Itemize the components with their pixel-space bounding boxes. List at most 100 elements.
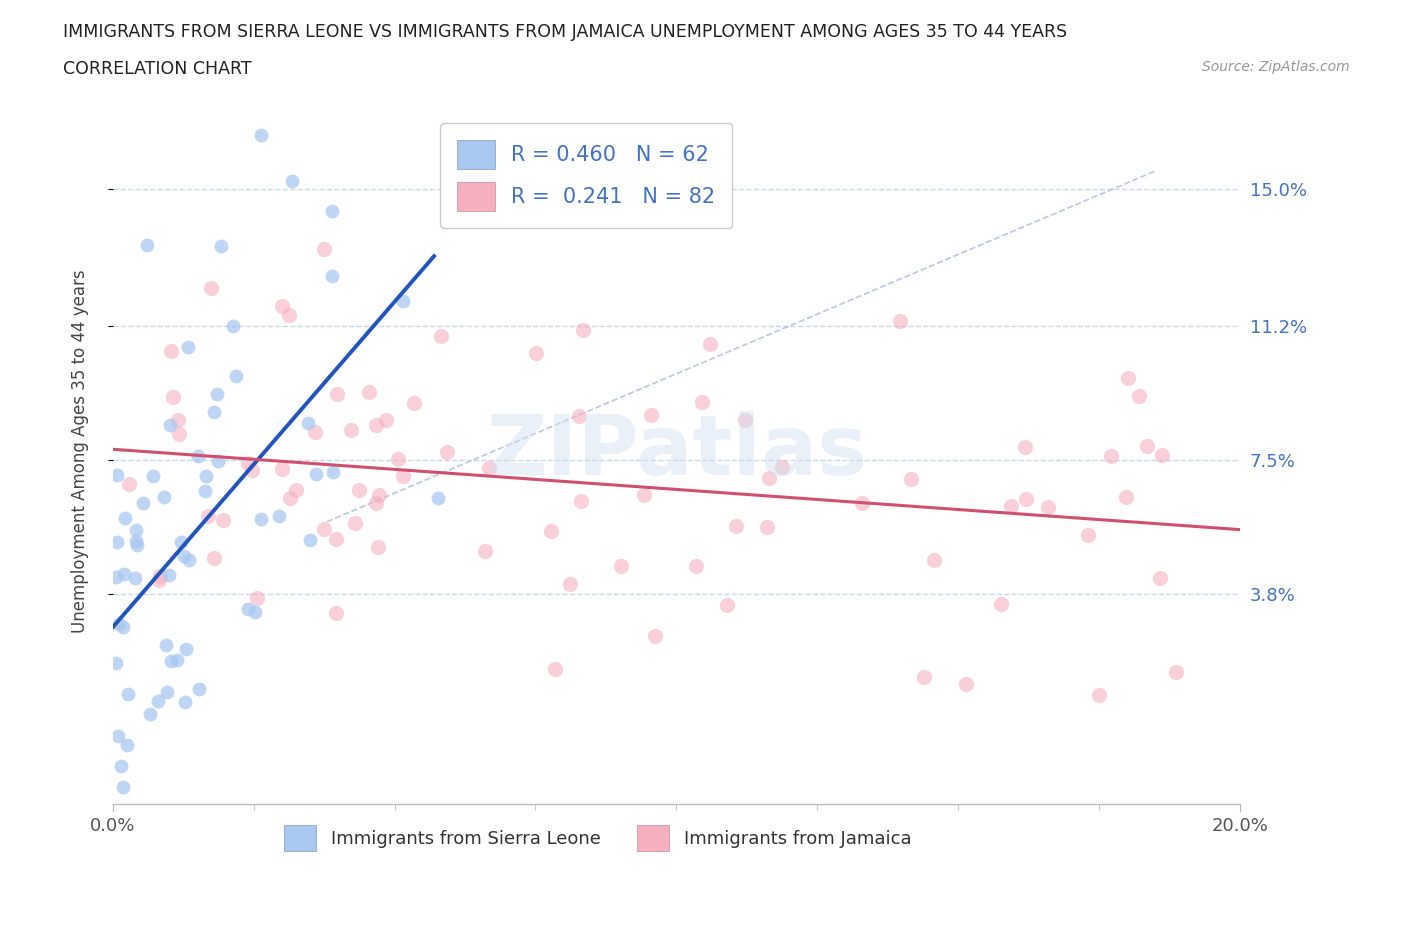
Point: [1136, 438, 1159, 453]
Point: [436, 444, 458, 458]
Point: [367, 539, 389, 554]
Point: [236, 602, 259, 617]
Point: [249, 127, 271, 142]
Point: [1164, 665, 1187, 680]
Point: [207, 453, 229, 468]
Point: [430, 328, 453, 343]
Point: [148, 572, 170, 587]
Point: [105, 656, 128, 671]
Point: [271, 299, 294, 313]
Point: [325, 605, 347, 620]
Point: [734, 413, 756, 428]
Point: [187, 449, 209, 464]
Point: [222, 318, 245, 333]
Point: [250, 512, 273, 526]
Point: [571, 323, 593, 338]
Point: [225, 368, 247, 383]
Point: [167, 413, 190, 428]
Point: [305, 467, 328, 482]
Point: [391, 468, 413, 483]
Point: [1087, 688, 1109, 703]
Point: [724, 518, 747, 533]
Point: [340, 423, 363, 438]
Point: [105, 535, 128, 550]
Point: [236, 456, 259, 471]
Point: [155, 637, 177, 652]
Point: [304, 424, 326, 439]
Point: [325, 387, 347, 402]
Point: [404, 395, 426, 410]
Point: [1000, 498, 1022, 513]
Point: [204, 551, 226, 565]
Point: [298, 533, 321, 548]
Point: [387, 452, 409, 467]
Point: [368, 487, 391, 502]
Point: [160, 343, 183, 358]
Point: [716, 598, 738, 613]
Point: [357, 385, 380, 400]
Point: [115, 737, 138, 752]
Point: [162, 390, 184, 405]
Text: IMMIGRANTS FROM SIERRA LEONE VS IMMIGRANTS FROM JAMAICA UNEMPLOYMENT AMONG AGES : IMMIGRANTS FROM SIERRA LEONE VS IMMIGRAN…: [63, 23, 1067, 41]
Legend: Immigrants from Sierra Leone, Immigrants from Jamaica: Immigrants from Sierra Leone, Immigrants…: [277, 818, 918, 858]
Point: [107, 728, 129, 743]
Point: [107, 617, 129, 631]
Point: [478, 460, 501, 475]
Point: [325, 531, 347, 546]
Point: [544, 661, 567, 676]
Point: [1036, 499, 1059, 514]
Point: [297, 415, 319, 430]
Point: [900, 472, 922, 486]
Point: [156, 684, 179, 699]
Point: [758, 471, 780, 485]
Point: [540, 524, 562, 538]
Point: [240, 463, 263, 478]
Point: [117, 687, 139, 702]
Point: [278, 490, 301, 505]
Point: [159, 654, 181, 669]
Point: [138, 707, 160, 722]
Point: [125, 523, 148, 538]
Point: [1150, 447, 1173, 462]
Point: [166, 653, 188, 668]
Point: [149, 568, 172, 583]
Point: [124, 571, 146, 586]
Point: [1099, 448, 1122, 463]
Point: [610, 559, 633, 574]
Point: [125, 534, 148, 549]
Point: [194, 468, 217, 483]
Point: [157, 567, 180, 582]
Point: [427, 491, 450, 506]
Point: [277, 308, 299, 323]
Point: [153, 489, 176, 504]
Point: [349, 483, 371, 498]
Point: [321, 204, 343, 219]
Point: [110, 759, 132, 774]
Point: [200, 280, 222, 295]
Point: [343, 515, 366, 530]
Point: [314, 242, 336, 257]
Point: [285, 483, 308, 498]
Point: [125, 538, 148, 552]
Point: [366, 418, 388, 432]
Point: [322, 465, 344, 480]
Point: [107, 815, 129, 830]
Point: [685, 558, 707, 573]
Point: [560, 577, 582, 591]
Point: [170, 535, 193, 550]
Point: [1115, 489, 1137, 504]
Point: [569, 494, 592, 509]
Point: [243, 604, 266, 619]
Point: [111, 780, 134, 795]
Point: [202, 405, 225, 419]
Point: [644, 628, 666, 643]
Point: [174, 641, 197, 656]
Text: CORRELATION CHART: CORRELATION CHART: [63, 60, 252, 78]
Point: [1015, 492, 1038, 507]
Point: [146, 694, 169, 709]
Point: [246, 591, 269, 605]
Point: [955, 676, 977, 691]
Point: [174, 694, 197, 709]
Point: [112, 619, 135, 634]
Point: [197, 509, 219, 524]
